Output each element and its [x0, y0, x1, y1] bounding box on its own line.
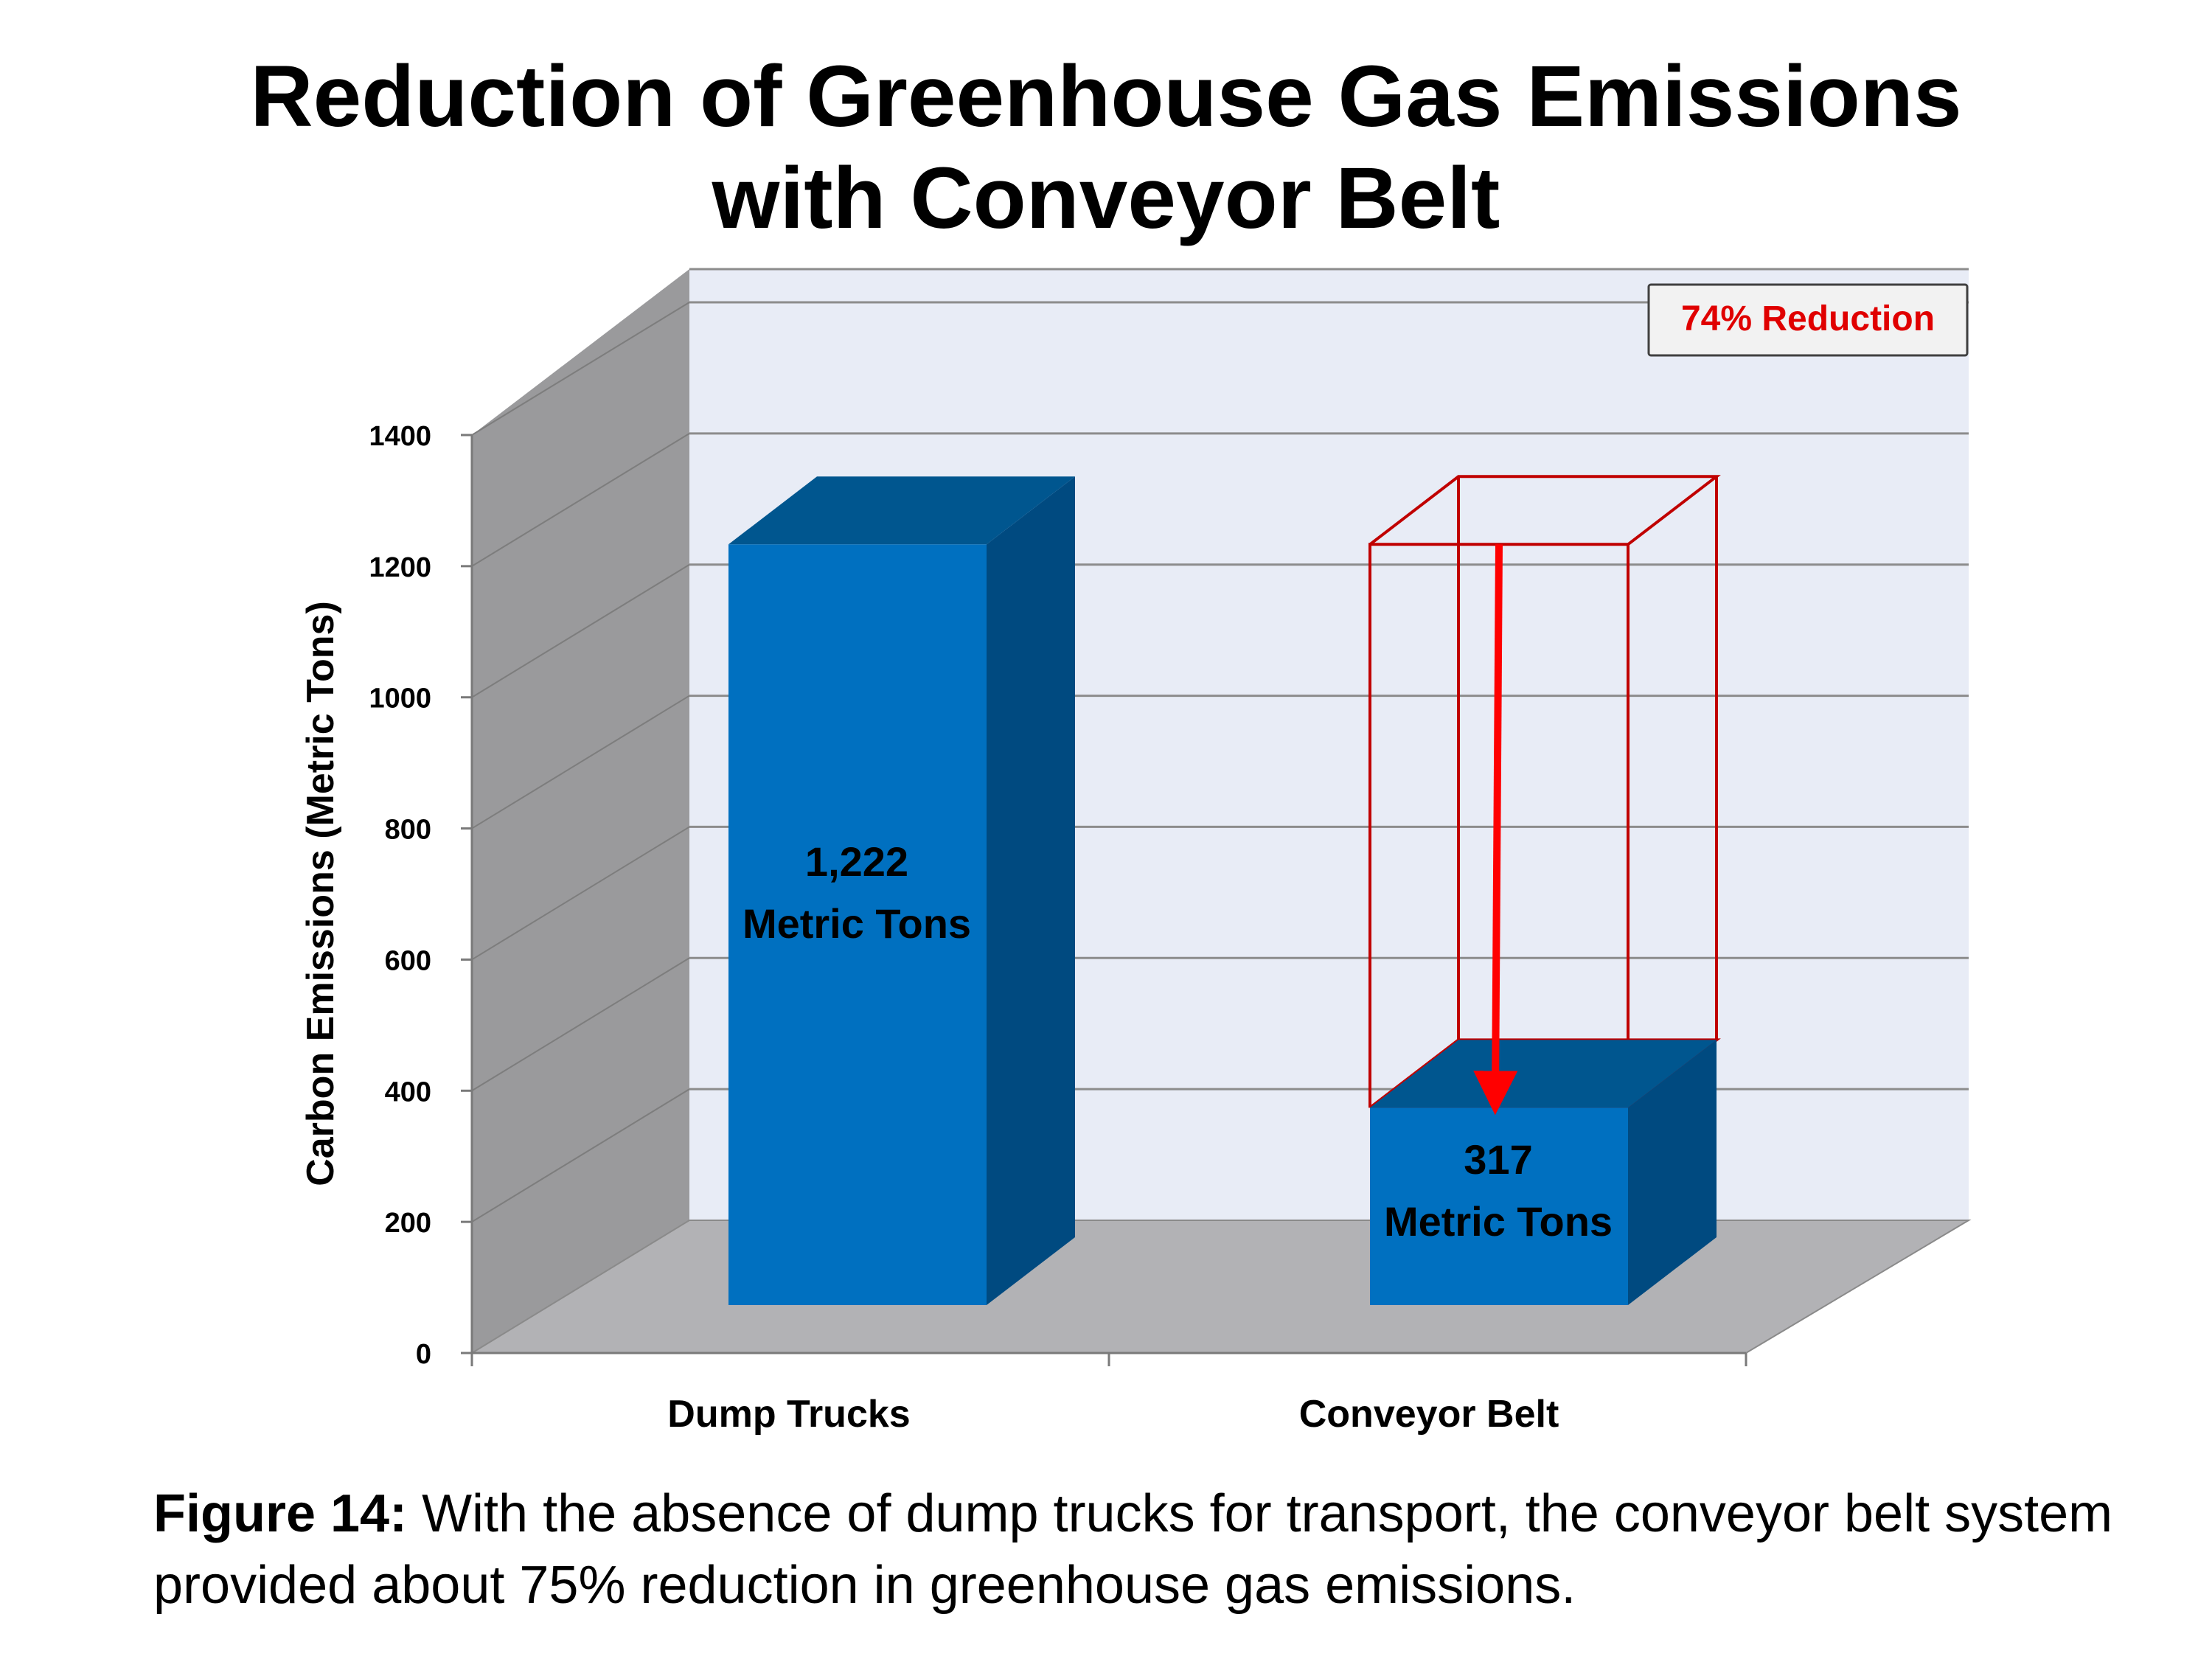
bar-top: [728, 476, 1075, 545]
y-tick-label: 600: [385, 945, 431, 976]
bar-data-label: Metric Tons: [742, 900, 971, 947]
y-tick-label: 200: [385, 1208, 431, 1239]
axes: [461, 434, 1747, 1366]
bar-front: [728, 544, 987, 1305]
reduction-annotation: 74% Reduction: [1647, 283, 1969, 357]
gridline-side: [471, 563, 690, 698]
chart-walls: [469, 268, 1972, 1354]
reduction-arrow: [1473, 544, 1518, 1116]
y-tick-label: 800: [385, 815, 431, 846]
bar-chart: 0 200 400 600 800 1000 1200 1400 Dump Trucks Conv…: [299, 268, 1972, 1436]
gridline-side: [471, 1088, 690, 1222]
x-category-label: Dump Trucks: [667, 1393, 910, 1436]
outline-top: [1368, 475, 1721, 546]
y-tick-label: 400: [385, 1077, 431, 1107]
x-category-label: Conveyor Belt: [1299, 1393, 1559, 1436]
bar-side: [987, 476, 1075, 1305]
chart-title-line-2: with Conveyor Belt: [712, 150, 1500, 247]
floor: [469, 1220, 1972, 1354]
side-wall: [472, 269, 689, 1353]
gridline-side: [471, 826, 690, 961]
annotation-text: 74% Reduction: [1681, 299, 1935, 338]
labels: 0 200 400 600 800 1000 1200 1400 Dump Trucks Conv…: [299, 283, 1969, 1436]
y-tick-label: 1200: [369, 552, 431, 583]
bar-top: [1370, 1040, 1717, 1108]
chart-title-line-1: Reduction of Greenhouse Gas Emissions: [250, 48, 1962, 145]
y-tick-label: 0: [416, 1339, 431, 1370]
chart-title: Reduction of Greenhouse Gas Emissions wi…: [0, 46, 2212, 249]
bar-front: [1370, 1107, 1628, 1305]
gridline-side: [471, 433, 690, 567]
y-tick-label: 1400: [369, 421, 431, 452]
caption-label: Figure 14:: [153, 1484, 408, 1543]
bar-data-label: 1,222: [805, 838, 908, 885]
annotation-box: [1647, 283, 1969, 357]
bar-conveyor-belt: [1370, 1040, 1717, 1305]
bar-data-label: Metric Tons: [1384, 1198, 1613, 1245]
caption-text: With the absence of dump trucks for tran…: [153, 1484, 2113, 1615]
y-axis-label: Carbon Emissions (Metric Tons): [299, 601, 342, 1186]
gridline-side: [471, 302, 690, 436]
figure-caption: Figure 14: With the absence of dump truc…: [153, 1478, 2144, 1621]
gridline-side: [471, 957, 690, 1092]
y-tick-label: 1000: [369, 684, 431, 714]
bar-data-label: 317: [1464, 1136, 1532, 1183]
bar-side: [1628, 1040, 1717, 1305]
bar-dump-trucks: [728, 476, 1075, 1305]
bars: [728, 475, 1721, 1305]
gridline-side: [471, 695, 690, 830]
